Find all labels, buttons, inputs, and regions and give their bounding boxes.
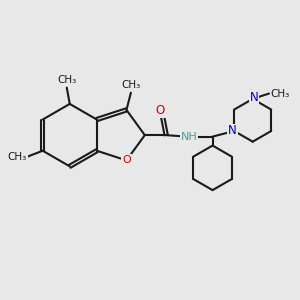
Text: CH₃: CH₃ (271, 88, 290, 98)
Text: O: O (156, 104, 165, 117)
Text: N: N (228, 124, 237, 137)
Text: CH₃: CH₃ (8, 152, 27, 162)
Text: CH₃: CH₃ (57, 75, 76, 85)
Text: N: N (250, 91, 259, 104)
Text: CH₃: CH₃ (121, 80, 140, 90)
Text: O: O (122, 155, 131, 165)
Text: NH: NH (180, 132, 197, 142)
